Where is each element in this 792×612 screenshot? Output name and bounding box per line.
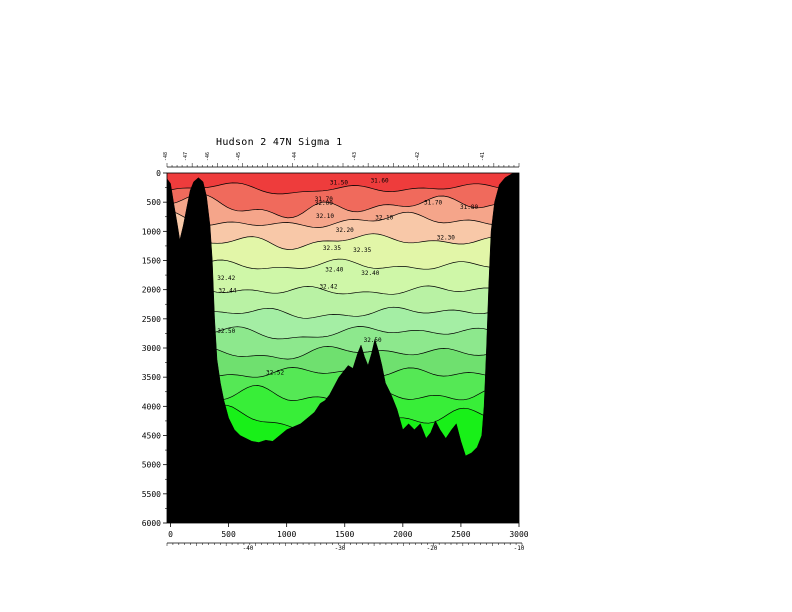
contour-line <box>167 182 519 195</box>
contour-line <box>167 326 519 340</box>
contour-label: 32.44 <box>218 288 236 295</box>
band-4 <box>167 233 519 270</box>
x-tick-label: 3000 <box>509 530 528 539</box>
y-tick-label: 4000 <box>142 402 161 411</box>
band-8 <box>167 326 519 360</box>
contour-line <box>167 306 519 319</box>
top-tick-label: -43 <box>352 152 358 161</box>
contour-label: 31.50 <box>330 180 348 187</box>
y-tick-label: 3000 <box>142 344 161 353</box>
seafloor <box>167 173 519 523</box>
band-0 <box>167 173 519 194</box>
y-tick-label: 500 <box>147 198 162 207</box>
y-tick-label: 6000 <box>142 519 161 528</box>
contour-label: 32.52 <box>266 369 284 376</box>
contour-line <box>167 283 519 295</box>
y-tick-label: 5500 <box>142 490 161 499</box>
y-tick-label: 0 <box>156 169 161 178</box>
contour-label: 32.50 <box>364 337 382 344</box>
secondary-tick-label: -20 <box>427 545 438 552</box>
contour-label: 31.80 <box>460 204 478 211</box>
contour-label: 31.70 <box>424 200 442 207</box>
top-tick-label: -45 <box>236 152 242 161</box>
contour-label: 31.60 <box>371 177 389 184</box>
contour-label: 32.00 <box>315 200 333 207</box>
contour-label: 32.42 <box>319 284 337 291</box>
band-2 <box>167 194 519 228</box>
y-tick-label: 5000 <box>142 461 161 470</box>
contour-label: 32.20 <box>336 227 354 234</box>
x-tick-label: 2500 <box>451 530 470 539</box>
x-tick-label: 1000 <box>277 530 296 539</box>
contour-label: 32.10 <box>316 213 334 220</box>
x-tick-label: 500 <box>221 530 236 539</box>
contour-label: 31.70 <box>315 196 333 203</box>
contour-label: 32.10 <box>375 215 393 222</box>
top-tick-label: -42 <box>415 152 421 161</box>
contour-line <box>167 210 519 228</box>
top-tick-label: -44 <box>292 152 298 161</box>
contour-label: 32.30 <box>437 235 455 242</box>
contour-label: 32.40 <box>325 267 343 274</box>
contour-line <box>167 233 519 250</box>
secondary-tick-label: -40 <box>243 545 254 552</box>
top-tick-label: -48 <box>163 152 169 161</box>
y-tick-label: 2000 <box>142 286 161 295</box>
top-tick-label: -47 <box>183 152 189 161</box>
band-7 <box>167 307 519 339</box>
secondary-tick-label: -10 <box>514 545 525 552</box>
axes: 0500100015002000250030003500400045005000… <box>142 152 529 552</box>
band-9 <box>167 346 519 378</box>
contour-labels: 31.50 31.60 31.70 31.70 31.80 32.00 32.10 32.10… <box>217 177 478 376</box>
secondary-tick-label: -30 <box>335 545 346 552</box>
band-6 <box>167 284 519 319</box>
seafloor-fill <box>167 173 519 523</box>
contour-label: 32.35 <box>323 245 341 252</box>
x-tick-label: 0 <box>168 530 173 539</box>
top-tick-label: -41 <box>480 152 486 161</box>
contour-label: 32.40 <box>361 270 379 277</box>
contour-line <box>167 258 519 270</box>
contour-label: 32.50 <box>217 328 235 335</box>
contour-line <box>167 346 519 360</box>
top-tick-label: -46 <box>205 152 211 161</box>
x-tick-label: 2000 <box>393 530 412 539</box>
contour-line <box>167 365 519 378</box>
y-tick-label: 1000 <box>142 227 161 236</box>
y-tick-label: 2500 <box>142 315 161 324</box>
contour-line <box>167 193 519 219</box>
band-1 <box>167 182 519 218</box>
contour-label: 32.35 <box>353 247 371 254</box>
y-tick-label: 4500 <box>142 432 161 441</box>
x-tick-label: 1500 <box>335 530 354 539</box>
chart-title: Hudson 2 47N Sigma 1 <box>216 137 343 148</box>
band-5 <box>167 259 519 295</box>
contour-label: 32.42 <box>217 275 235 282</box>
contour-lines <box>167 182 519 431</box>
y-tick-label: 1500 <box>142 257 161 266</box>
y-tick-label: 3500 <box>142 373 161 382</box>
